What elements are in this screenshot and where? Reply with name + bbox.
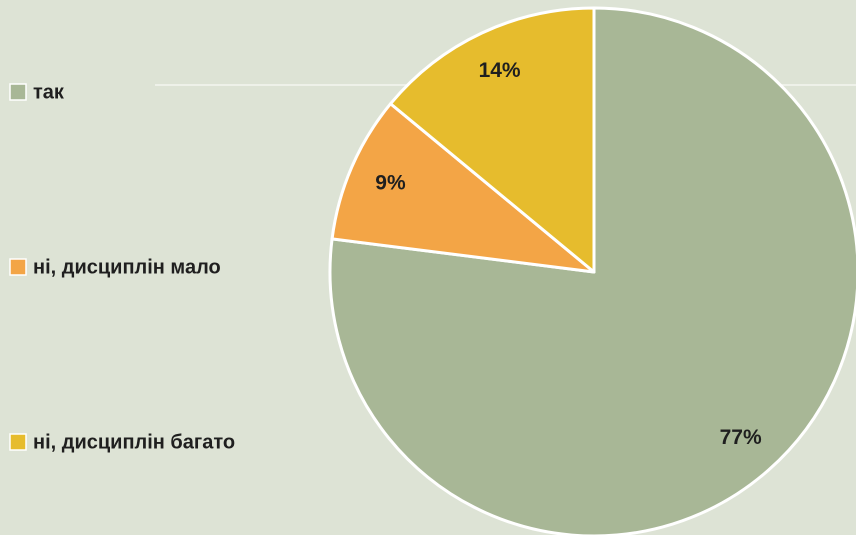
legend-swatch [9, 258, 27, 276]
legend-swatch [9, 433, 27, 451]
pie-slice [389, 6, 596, 274]
value-label: 14% [479, 59, 521, 82]
legend-text: ні, дисциплін багато [33, 431, 235, 453]
value-label: 77% [720, 426, 762, 449]
legend-swatch [9, 83, 27, 101]
legend-text: ні, дисциплін мало [33, 256, 221, 278]
legend-text: так [33, 81, 65, 103]
pie-slice [330, 102, 596, 274]
value-label: 9% [375, 171, 406, 194]
pie-slice [328, 6, 856, 535]
